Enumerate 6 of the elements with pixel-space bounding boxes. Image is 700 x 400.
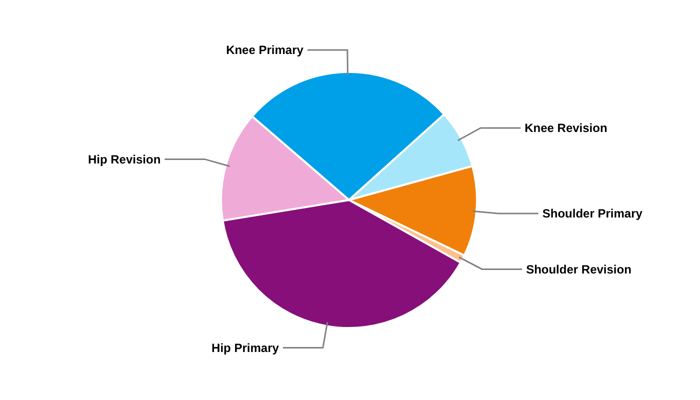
slice-label: Shoulder Revision [526, 262, 632, 276]
slice-label: Shoulder Primary [542, 206, 643, 221]
slice-label: Knee Revision [524, 121, 608, 136]
slice-label: Knee Primary [226, 43, 304, 58]
slice-label: Hip Revision [88, 152, 161, 166]
slice-label: Hip Primary [212, 340, 280, 355]
